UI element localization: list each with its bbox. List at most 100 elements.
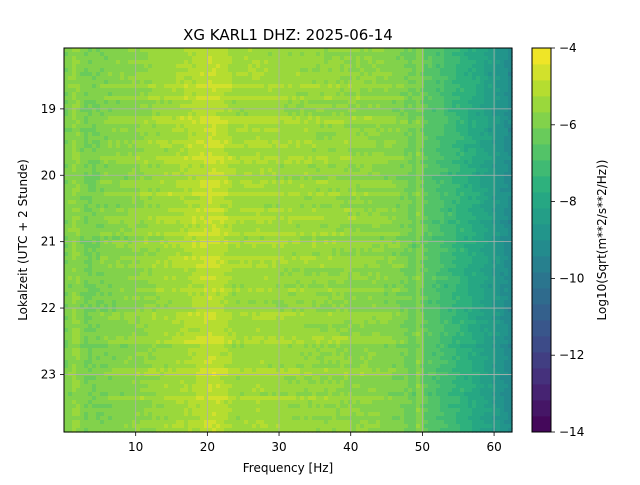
heatmap-cell (156, 76, 161, 81)
heatmap-cell (132, 164, 137, 169)
heatmap-cell (224, 160, 229, 165)
heatmap-cell (428, 48, 433, 53)
heatmap-cell (368, 152, 373, 157)
heatmap-cell (168, 204, 173, 209)
heatmap-cell (316, 216, 321, 221)
heatmap-cell (376, 80, 381, 85)
heatmap-cell (88, 80, 93, 85)
heatmap-cell (240, 52, 245, 57)
heatmap-cell (320, 212, 325, 217)
heatmap-cell (500, 200, 505, 205)
heatmap-cell (200, 164, 205, 169)
heatmap-cell (80, 156, 85, 161)
heatmap-cell (508, 64, 513, 69)
heatmap-cell (228, 120, 233, 125)
heatmap-cell (248, 192, 253, 197)
heatmap-cell (336, 100, 341, 105)
heatmap-cell (260, 224, 265, 229)
heatmap-cell (240, 220, 245, 225)
heatmap-cell (80, 80, 85, 85)
heatmap-cell (232, 64, 237, 69)
heatmap-cell (380, 148, 385, 153)
heatmap-cell (156, 212, 161, 217)
heatmap-cell (392, 156, 397, 161)
heatmap-cell (496, 160, 501, 165)
heatmap-cell (480, 84, 485, 89)
heatmap-cell (312, 224, 317, 229)
heatmap-cell (236, 88, 241, 93)
heatmap-cell (72, 144, 77, 149)
heatmap-cell (120, 128, 125, 133)
heatmap-cell (124, 156, 129, 161)
heatmap-cell (352, 188, 357, 193)
heatmap-cell (480, 72, 485, 77)
heatmap-cell (72, 64, 77, 69)
heatmap-cell (72, 104, 77, 109)
heatmap-cell (308, 160, 313, 165)
heatmap-cell (264, 120, 269, 125)
heatmap-cell (184, 220, 189, 225)
heatmap-cell (76, 52, 81, 57)
heatmap-cell (124, 184, 129, 189)
heatmap-cell (112, 100, 117, 105)
heatmap-cell (284, 220, 289, 225)
heatmap-cell (84, 100, 89, 105)
heatmap-cell (408, 124, 413, 129)
heatmap-cell (476, 128, 481, 133)
heatmap-cell (308, 184, 313, 189)
heatmap-cell (116, 196, 121, 201)
heatmap-cell (188, 188, 193, 193)
heatmap-cell (116, 168, 121, 173)
heatmap-cell (392, 48, 397, 53)
heatmap-cell (68, 168, 73, 173)
heatmap-cell (68, 80, 73, 85)
heatmap-cell (352, 116, 357, 121)
heatmap-cell (400, 112, 405, 117)
heatmap-cell (96, 176, 101, 181)
heatmap-cell (228, 200, 233, 205)
heatmap-cell (308, 140, 313, 145)
heatmap-cell (136, 116, 141, 121)
heatmap-cell (164, 48, 169, 53)
heatmap-cell (436, 184, 441, 189)
heatmap-cell (224, 72, 229, 77)
heatmap-cell (276, 192, 281, 197)
heatmap-cell (232, 212, 237, 217)
heatmap-cell (256, 184, 261, 189)
heatmap-cell (424, 60, 429, 65)
heatmap-cell (84, 152, 89, 157)
heatmap-cell (216, 76, 221, 81)
heatmap-cell (244, 172, 249, 177)
heatmap-cell (312, 72, 317, 77)
heatmap-cell (128, 92, 133, 97)
heatmap-cell (328, 76, 333, 81)
heatmap-cell (208, 120, 213, 125)
heatmap-cell (352, 84, 357, 89)
heatmap-cell (440, 76, 445, 81)
heatmap-cell (296, 48, 301, 53)
heatmap-cell (224, 216, 229, 221)
heatmap-cell (500, 172, 505, 177)
heatmap-cell (200, 96, 205, 101)
heatmap-cell (360, 132, 365, 137)
heatmap-cell (164, 204, 169, 209)
heatmap-cell (196, 148, 201, 153)
heatmap-cell (284, 92, 289, 97)
heatmap-cell (188, 104, 193, 109)
heatmap-cell (276, 64, 281, 69)
heatmap-cell (260, 80, 265, 85)
heatmap-cell (432, 216, 437, 221)
heatmap-cell (300, 112, 305, 117)
heatmap-cell (300, 200, 305, 205)
heatmap-cell (268, 148, 273, 153)
heatmap-cell (500, 136, 505, 141)
heatmap-cell (196, 184, 201, 189)
heatmap-cell (468, 168, 473, 173)
heatmap-cell (436, 204, 441, 209)
heatmap-cell (332, 212, 337, 217)
heatmap-cell (180, 192, 185, 197)
heatmap-cell (336, 124, 341, 129)
heatmap-cell (276, 220, 281, 225)
heatmap-cell (508, 80, 513, 85)
heatmap-cell (256, 88, 261, 93)
